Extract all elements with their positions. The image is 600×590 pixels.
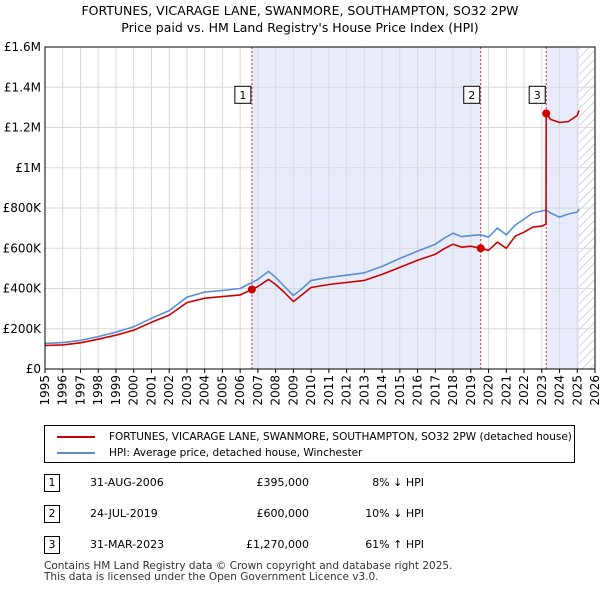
x-tick-label: 2009 [286,375,300,406]
legend-label-property: FORTUNES, VICARAGE LANE, SWANMORE, SOUTH… [109,431,572,443]
sale-price: £600,000 [256,507,310,520]
x-tick-label: 1998 [91,375,105,406]
sale-badge: 3 [44,536,60,554]
sale-point [247,285,256,294]
sale-hpi-relation: 61% ↑ HPI [365,538,424,551]
y-tick-label: £1.4M [4,80,41,94]
legend-line-blue [57,452,95,454]
sale-badge-label: 1 [239,89,246,102]
x-tick-label: 2022 [517,375,531,406]
property-price-line [44,110,580,347]
y-tick-label: £200K [3,322,43,336]
sale-badge-box [463,85,481,104]
sale-date: 31-MAR-2023 [90,538,165,551]
chart-title-line1: FORTUNES, VICARAGE LANE, SWANMORE, SOUTH… [81,3,519,18]
x-tick-label: 2000 [127,375,141,406]
x-tick-label: 2020 [482,375,496,406]
y-tick-label: £1.2M [4,121,41,135]
hpi-line [44,208,580,345]
x-tick-label: 2004 [198,375,212,406]
plot-frame [44,46,596,370]
x-tick-label: 2014 [375,375,389,406]
x-tick-label: 2011 [322,375,336,406]
sale-hpi-relation: 10% ↓ HPI [365,507,424,520]
x-tick-label: 2008 [269,375,283,406]
sale-badge: 1 [44,474,60,492]
sale-badge-box [234,85,252,104]
price-chart: 1 2 3 £0 £200K £400K £600K £800K £1M £1.2M £1.4M £… [3,40,600,406]
sale-price: £1,270,000 [246,538,309,551]
sale-price: £395,000 [256,476,310,489]
y-tick-label: £800K [3,201,43,215]
x-tick-label: 1997 [73,375,87,406]
x-tick-label: 2017 [428,375,442,406]
x-tick-label: 2002 [162,375,176,406]
x-tick-label: 2007 [251,375,265,406]
sale-badge-label: 3 [534,89,541,102]
sale-point [542,109,551,118]
x-tick-label: 2018 [446,375,460,406]
x-tick-label: 1999 [109,375,123,406]
x-tick-label: 2016 [411,375,425,406]
chart-title-line2: Price paid vs. HM Land Registry's House … [121,20,479,35]
x-tick-label: 1995 [38,375,52,406]
sale-badge-label: 2 [468,89,475,102]
x-tick-label: 2010 [304,375,318,406]
x-tick-label: 2026 [588,375,600,406]
footer-line1: Contains HM Land Registry data © Crown c… [44,560,453,572]
sale-date: 31-AUG-2006 [90,476,164,489]
legend-label-hpi: HPI: Average price, detached house, Winc… [109,447,363,459]
sale-row: 1 31-AUG-2006 £395,000 8% ↓ HPI [44,474,584,494]
x-tick-label: 2021 [499,375,513,406]
x-tick-label: 2023 [535,375,549,406]
sale-hpi-relation: 8% ↓ HPI [372,476,424,489]
footer: Contains HM Land Registry data © Crown c… [44,561,452,583]
x-tick-label: 1996 [56,375,70,406]
sale-badge-box [528,85,546,104]
sale-row: 2 24-JUL-2019 £600,000 10% ↓ HPI [44,505,584,525]
legend: FORTUNES, VICARAGE LANE, SWANMORE, SOUTH… [44,425,575,463]
footer-line2: This data is licensed under the Open Gov… [44,571,379,583]
y-tick-label: £0 [26,362,41,376]
legend-line-red [57,436,95,438]
y-tick-label: £600K [3,241,43,255]
y-tick-label: £1.6M [4,40,41,54]
sale-point [476,244,485,253]
y-tick-label: £400K [3,282,43,296]
legend-item-hpi: HPI: Average price, detached house, Winc… [57,444,362,462]
sale-badge: 2 [44,505,60,523]
sale-row: 3 31-MAR-2023 £1,270,000 61% ↑ HPI [44,536,584,556]
x-tick-label: 2013 [357,375,371,406]
x-tick-label: 2006 [233,375,247,406]
legend-item-property: FORTUNES, VICARAGE LANE, SWANMORE, SOUTH… [57,428,572,446]
x-tick-label: 2015 [393,375,407,406]
x-tick-label: 2012 [340,375,354,406]
sale-date: 24-JUL-2019 [90,507,158,520]
x-tick-label: 2019 [464,375,478,406]
x-tick-label: 2003 [180,375,194,406]
x-tick-label: 2025 [570,375,584,406]
chart-title: FORTUNES, VICARAGE LANE, SWANMORE, SOUTH… [0,2,600,36]
x-tick-label: 2024 [553,375,567,406]
y-tick-label: £1M [15,161,41,175]
x-tick-label: 2005 [215,375,229,406]
x-tick-label: 2001 [144,375,158,406]
